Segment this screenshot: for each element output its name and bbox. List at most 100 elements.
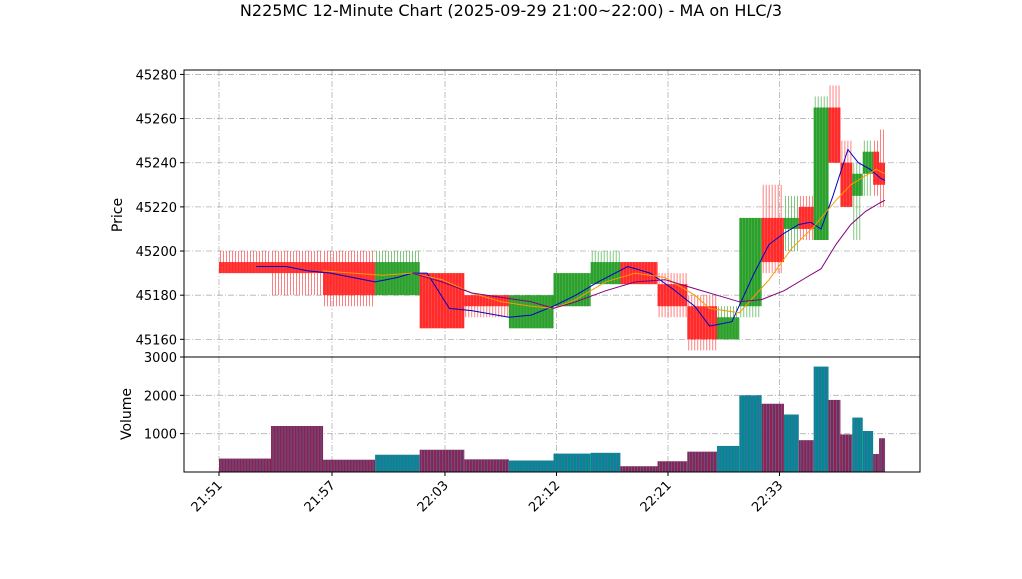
x-tick-label: 22:03 <box>415 478 452 515</box>
x-tick-label: 22:33 <box>749 478 786 515</box>
candle <box>761 184 784 274</box>
volume-bar-body <box>620 466 658 472</box>
volume-bar <box>375 454 420 472</box>
price-tick-label: 45220 <box>136 201 177 216</box>
volume-bar <box>620 466 658 472</box>
moving-average-line <box>323 168 886 314</box>
candle-body <box>813 107 829 240</box>
volume-bar-body <box>657 461 688 472</box>
volume-bar <box>813 366 829 472</box>
price-tick-label: 45180 <box>136 289 177 304</box>
candle <box>271 251 324 296</box>
candle <box>813 96 829 240</box>
candle-body <box>852 173 863 196</box>
volume-bar <box>687 451 718 472</box>
candle-body <box>840 162 853 207</box>
candle <box>783 195 799 252</box>
candle-body <box>873 151 880 185</box>
candle <box>840 140 853 207</box>
candle-body <box>879 162 886 185</box>
volume-bar <box>323 459 376 472</box>
candle <box>879 129 886 207</box>
price-tick-label: 45280 <box>136 68 177 83</box>
candle-body <box>508 295 554 329</box>
volume-bar <box>717 445 740 472</box>
volume-bar <box>852 417 863 472</box>
volume-bar <box>271 426 324 472</box>
price-tick-label: 45260 <box>136 113 177 128</box>
candle <box>657 273 688 318</box>
volume-bar <box>783 414 799 472</box>
price-tick-label: 45160 <box>136 333 177 348</box>
candle-body <box>323 262 376 296</box>
candle-body <box>761 217 784 263</box>
candle <box>828 85 841 163</box>
volume-bar <box>873 453 880 472</box>
candle <box>798 195 814 240</box>
candle-body <box>739 217 762 307</box>
volume-bar <box>828 399 841 472</box>
price-axis-label: Price <box>110 198 126 232</box>
moving-average-line <box>412 199 886 309</box>
candle-body <box>657 284 688 307</box>
candle-body <box>219 262 272 274</box>
volume-bar <box>761 403 784 472</box>
volume-bar-body <box>840 434 853 472</box>
candle <box>620 262 658 285</box>
candle-body <box>375 262 420 296</box>
candle <box>852 162 863 240</box>
candle-body <box>862 151 874 174</box>
volume-bars-group <box>219 366 886 472</box>
volume-bar-body <box>553 453 591 472</box>
price-panel: 45160 45180 45200 45220 45240 45260 45280 <box>136 68 921 358</box>
x-tick-label: 21:51 <box>189 478 226 515</box>
volume-bar-body <box>687 451 718 472</box>
candle-body <box>590 262 621 285</box>
moving-average-line <box>256 148 886 327</box>
volume-axis-label: Volume <box>119 388 135 440</box>
candle-body <box>620 262 658 285</box>
candle <box>375 251 420 296</box>
x-tick-label: 22:12 <box>526 478 563 515</box>
volume-bar <box>590 452 621 472</box>
volume-tick-label: 1000 <box>144 428 177 443</box>
volume-bar-body <box>828 399 841 472</box>
volume-bar <box>508 460 554 472</box>
volume-bar-body <box>879 438 886 472</box>
candle-body <box>828 107 841 163</box>
candle <box>687 295 718 351</box>
volume-bar <box>798 440 814 472</box>
candle <box>464 295 509 318</box>
candles-group <box>219 85 886 351</box>
volume-panel: 1000 2000 3000 21:51 21:57 22:03 22:12 22:21 22:… <box>144 351 921 515</box>
volume-bar <box>464 459 509 472</box>
price-tick-label: 45200 <box>136 245 177 260</box>
volume-panel-frame <box>183 356 921 473</box>
candle <box>873 140 880 196</box>
candle-body <box>271 262 324 274</box>
volume-bar <box>840 434 853 472</box>
volume-bar <box>419 449 465 472</box>
volume-bar-body <box>873 453 880 472</box>
x-tick-label: 21:57 <box>302 478 339 515</box>
volume-bar <box>219 458 272 472</box>
candle-body <box>687 306 718 340</box>
volume-bar <box>739 395 762 472</box>
candle-body <box>717 317 740 340</box>
volume-bar-body <box>590 452 621 472</box>
candle <box>323 251 376 307</box>
volume-bar <box>879 438 886 472</box>
x-tick-label: 22:21 <box>638 478 675 515</box>
candle <box>219 251 272 274</box>
candle <box>739 217 762 318</box>
volume-bar <box>862 430 874 472</box>
price-tick-label: 45240 <box>136 157 177 172</box>
volume-bar-body <box>508 460 554 472</box>
volume-bar <box>657 461 688 472</box>
chart-title: N225MC 12-Minute Chart (2025-09-29 21:00… <box>240 1 782 20</box>
candle-body <box>798 206 814 229</box>
volume-tick-label: 3000 <box>144 351 177 366</box>
candle <box>590 251 621 285</box>
